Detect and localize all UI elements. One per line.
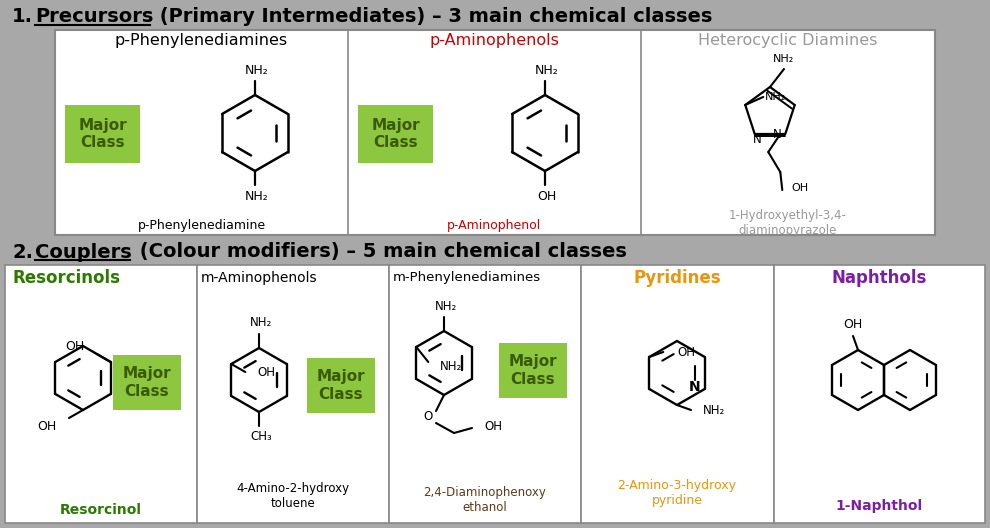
Bar [197, 265, 389, 523]
Text: Resorcinols: Resorcinols [13, 269, 121, 287]
Text: m-Phenylenediamines: m-Phenylenediamines [393, 271, 542, 285]
Text: p-Aminophenol: p-Aminophenol [447, 220, 542, 232]
Text: m-Aminophenols: m-Aminophenols [201, 271, 318, 285]
Text: Heterocyclic Diamines: Heterocyclic Diamines [698, 33, 878, 49]
Text: NH₂: NH₂ [246, 190, 269, 203]
Bar [581, 265, 774, 523]
Text: N: N [753, 133, 762, 146]
Text: p-Phenylenediamines: p-Phenylenediamines [115, 33, 288, 49]
Bar [389, 265, 581, 523]
Bar [499, 343, 567, 398]
Text: CH₃: CH₃ [250, 430, 272, 444]
Text: (Colour modifiers) – 5 main chemical classes: (Colour modifiers) – 5 main chemical cla… [133, 242, 627, 261]
Text: Major
Class: Major Class [509, 354, 557, 386]
Bar [358, 105, 433, 163]
Bar [65, 105, 140, 163]
Text: (Primary Intermediates) – 3 main chemical classes: (Primary Intermediates) – 3 main chemica… [153, 7, 713, 26]
Text: 4-Amino-2-hydroxy
toluene: 4-Amino-2-hydroxy toluene [237, 482, 349, 510]
Text: Precursors: Precursors [35, 7, 153, 26]
Text: Major
Class: Major Class [317, 369, 365, 402]
Text: Pyridines: Pyridines [634, 269, 721, 287]
Text: O: O [424, 410, 433, 423]
Bar [5, 265, 197, 523]
Bar [774, 265, 985, 523]
Text: NH₂: NH₂ [703, 403, 726, 417]
Bar [113, 355, 181, 410]
Text: OH: OH [38, 420, 57, 432]
Text: OH: OH [484, 420, 502, 432]
Text: 1-Hydroxyethyl-3,4-
diaminopyrazole: 1-Hydroxyethyl-3,4- diaminopyrazole [729, 209, 846, 237]
Text: Naphthols: Naphthols [832, 269, 927, 287]
Text: OH: OH [843, 317, 862, 331]
Text: Major
Class: Major Class [371, 118, 420, 150]
Text: OH: OH [677, 345, 695, 359]
Text: OH: OH [257, 365, 275, 379]
Text: 1.: 1. [12, 7, 33, 26]
Text: NH₂: NH₂ [773, 54, 795, 64]
Text: OH: OH [65, 340, 85, 353]
Text: p-Aminophenols: p-Aminophenols [430, 33, 559, 49]
Text: NH₂: NH₂ [249, 316, 272, 329]
Text: N: N [689, 380, 701, 394]
Text: NH₂: NH₂ [435, 299, 457, 313]
Text: Resorcinol: Resorcinol [60, 503, 142, 517]
Text: Major
Class: Major Class [123, 366, 171, 399]
Text: OH: OH [538, 190, 556, 203]
Text: 1-Naphthol: 1-Naphthol [836, 499, 923, 513]
Text: 2-Amino-3-hydroxy
pyridine: 2-Amino-3-hydroxy pyridine [618, 479, 737, 507]
Text: NH₂: NH₂ [536, 63, 559, 77]
Text: NH₂: NH₂ [246, 63, 269, 77]
Text: NH₂: NH₂ [764, 92, 786, 102]
Text: 2,4-Diaminophenoxy
ethanol: 2,4-Diaminophenoxy ethanol [424, 486, 546, 514]
Text: p-Phenylenediamine: p-Phenylenediamine [138, 220, 265, 232]
Text: OH: OH [792, 183, 809, 193]
Text: 2.: 2. [12, 242, 33, 261]
Text: NH₂: NH₂ [441, 361, 462, 373]
Text: Major
Class: Major Class [78, 118, 127, 150]
Text: N: N [773, 128, 782, 140]
Text: Couplers: Couplers [35, 242, 132, 261]
Bar [307, 358, 375, 413]
Bar [55, 30, 935, 235]
